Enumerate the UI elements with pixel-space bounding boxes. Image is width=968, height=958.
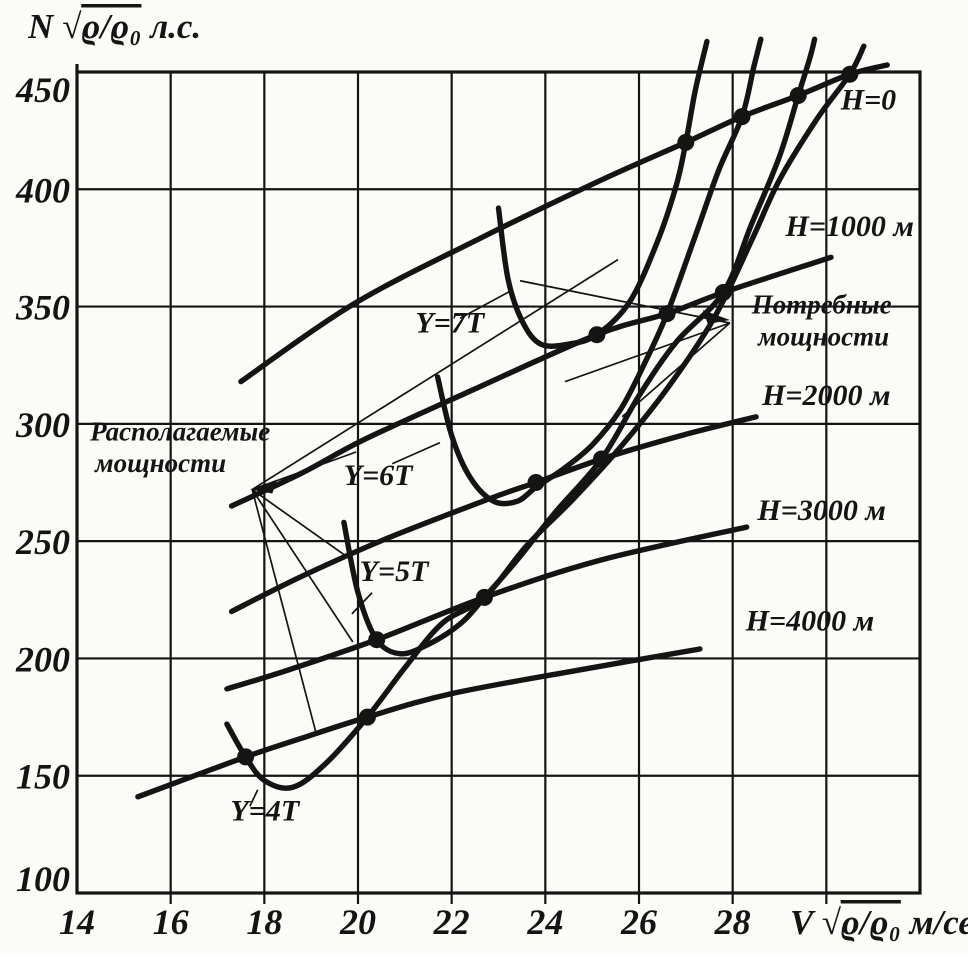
label-h3000: H=3000 м [756,494,885,527]
x-tick-label-20: 20 [339,902,376,942]
intersection-dot [588,326,606,344]
arrow-to-required-dots [702,309,730,324]
intersection-dot [733,108,751,126]
curve-available-H3000 [224,524,750,692]
label-h2000: H=2000 м [761,379,890,412]
label-y5: Y=5T [360,555,430,588]
intersection-dot [677,133,695,151]
annotation-leader-line [251,488,349,559]
intersection-dot [475,588,493,606]
curve-available-H0 [238,62,890,385]
y-tick-label-350: 350 [15,288,70,328]
x-tick-label-26: 26 [620,902,657,942]
curve-available-H2000 [228,414,759,615]
label-y6: Y=6T [344,459,414,492]
annotation-leader-line [459,289,513,320]
x-tick-label-16: 16 [153,902,189,942]
label-y7: Y=7T [415,306,485,339]
y-tick-label-200: 200 [15,639,70,679]
label-available-power: Располагаемые мощности [89,416,270,478]
plot-border [75,70,922,895]
x-tick-label-28: 28 [714,902,751,942]
intersection-dot [237,748,255,766]
curve-required-Y4 [224,43,867,791]
x-axis-title: V √ϱ/ϱ₀ м/сек [790,903,968,942]
y-tick-label-400: 400 [15,170,70,210]
annotation-leader-line [621,322,731,418]
x-tick-label-24: 24 [526,902,563,942]
label-y4: Y=4T [230,794,300,827]
y-tick-label-250: 250 [15,522,70,562]
intersection-dot [841,65,859,83]
annotation-leader-line [251,258,619,491]
label-required-power: Потребные мощности [751,290,892,352]
intersection-dot [714,284,732,301]
intersection-dot [658,305,676,323]
label-h1000: H=1000 м [785,210,914,243]
annotation-leader-line [251,489,318,737]
intersection-dot [527,474,545,491]
x-tick-label-18: 18 [246,902,282,942]
y-tick-label-450: 450 [15,70,70,110]
annotation-leader-line [251,489,354,643]
label-h0: H=0 [840,84,896,117]
curve-required-Y5 [341,36,818,657]
curve-required-Y6 [434,36,764,507]
intersection-dot [358,708,376,726]
annotation-leader-line [249,789,259,807]
y-axis-title: N √ϱ/ϱ₀ л.с. [27,7,201,46]
y-tick-label-150: 150 [16,757,70,797]
y-tick-label-100: 100 [16,859,70,899]
annotation-leader-line [519,279,731,324]
label-h4000: H=4000 м [745,604,874,637]
intersection-dot [593,450,610,468]
x-tick-label-14: 14 [59,902,95,942]
annotation-leader-line [391,441,441,465]
x-tick-label-22: 22 [433,902,470,942]
y-tick-label-300: 300 [15,405,70,445]
intersection-dot [368,631,386,649]
arrow-to-available-label [250,479,278,494]
intersection-dot [789,87,807,104]
